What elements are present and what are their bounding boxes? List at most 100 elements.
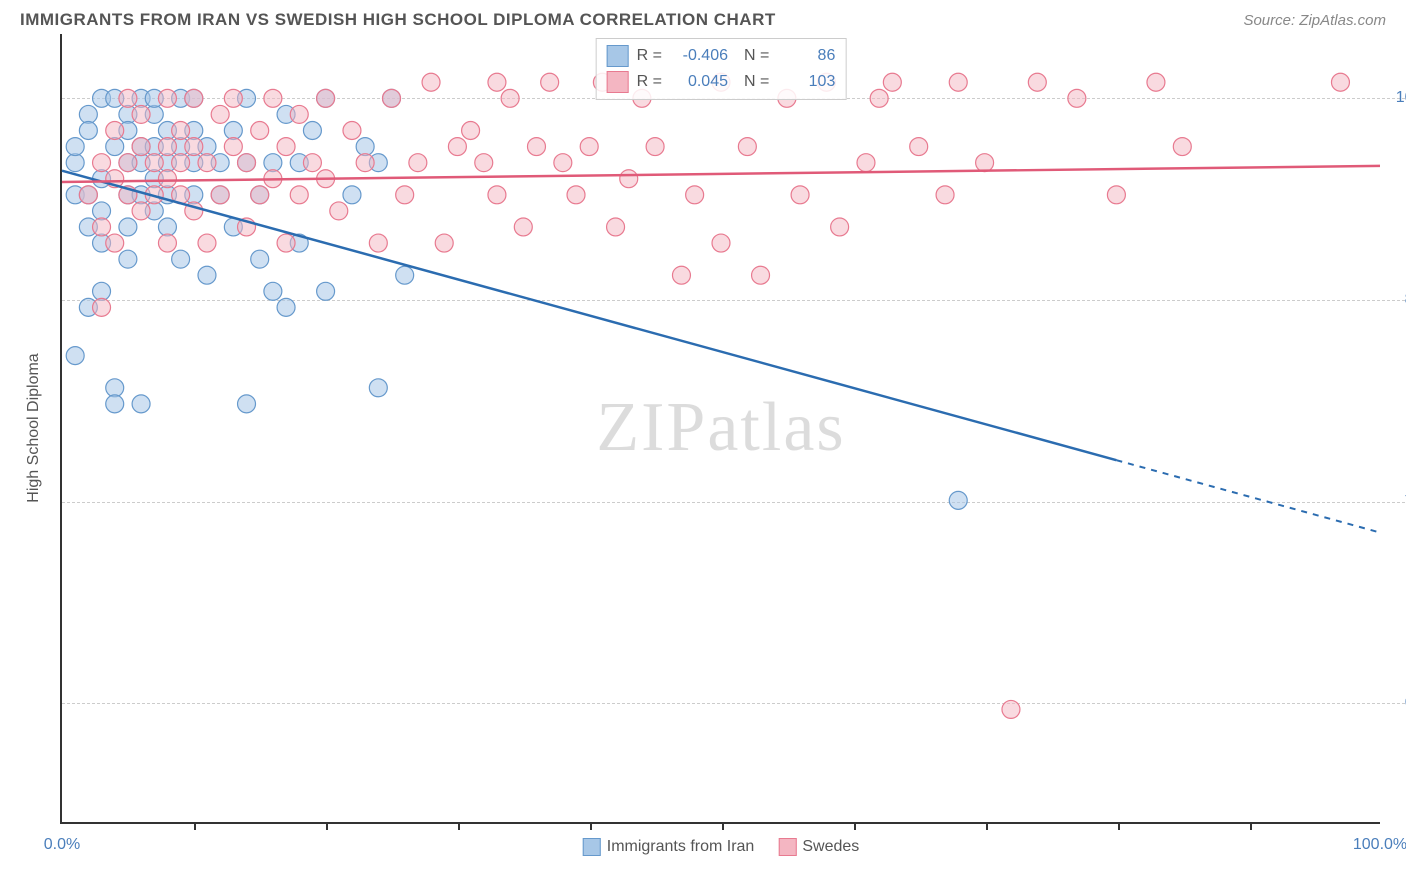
data-point-swedes bbox=[172, 122, 190, 140]
data-point-swedes bbox=[211, 105, 229, 123]
data-point-swedes bbox=[172, 154, 190, 172]
data-point-swedes bbox=[527, 138, 545, 156]
data-point-swedes bbox=[712, 234, 730, 252]
header-bar: IMMIGRANTS FROM IRAN VS SWEDISH HIGH SCH… bbox=[0, 0, 1406, 34]
iran-n: 86 bbox=[781, 47, 835, 65]
data-point-iran bbox=[224, 122, 242, 140]
data-point-swedes bbox=[238, 154, 256, 172]
data-point-swedes bbox=[1028, 73, 1046, 91]
data-point-swedes bbox=[79, 186, 97, 204]
trendline-iran-extrapolated bbox=[1116, 460, 1380, 532]
data-point-swedes bbox=[93, 298, 111, 316]
source-label: Source: ZipAtlas.com bbox=[1243, 12, 1386, 29]
data-point-iran bbox=[132, 395, 150, 413]
data-point-iran bbox=[264, 282, 282, 300]
data-point-swedes bbox=[1107, 186, 1125, 204]
data-point-iran bbox=[93, 202, 111, 220]
data-point-swedes bbox=[343, 122, 361, 140]
x-tick bbox=[326, 822, 328, 830]
data-point-iran bbox=[238, 395, 256, 413]
swatch-iran bbox=[607, 45, 629, 67]
trend-lines bbox=[62, 166, 1380, 533]
data-point-swedes bbox=[831, 218, 849, 236]
data-point-swedes bbox=[290, 186, 308, 204]
data-point-swedes bbox=[145, 154, 163, 172]
data-point-swedes bbox=[330, 202, 348, 220]
data-point-iran bbox=[119, 218, 137, 236]
data-point-swedes bbox=[383, 89, 401, 107]
x-tick bbox=[590, 822, 592, 830]
x-label-right: 100.0% bbox=[1353, 836, 1406, 854]
data-point-iran bbox=[158, 218, 176, 236]
data-point-swedes bbox=[791, 186, 809, 204]
x-tick bbox=[1250, 822, 1252, 830]
data-point-swedes bbox=[422, 73, 440, 91]
data-point-swedes bbox=[185, 138, 203, 156]
chart-wrap: High School Diploma ZIPatlas R = -0.406 … bbox=[20, 34, 1386, 824]
data-point-iran bbox=[93, 282, 111, 300]
trendline-iran bbox=[62, 171, 1116, 460]
data-point-swedes bbox=[396, 186, 414, 204]
data-point-swedes bbox=[488, 73, 506, 91]
data-point-swedes bbox=[1147, 73, 1165, 91]
data-point-swedes bbox=[620, 170, 638, 188]
data-point-iran bbox=[369, 379, 387, 397]
x-tick bbox=[458, 822, 460, 830]
y-tick-label: 100.0% bbox=[1396, 89, 1406, 107]
data-point-swedes bbox=[607, 218, 625, 236]
legend-item-iran: Immigrants from Iran bbox=[583, 838, 755, 856]
data-point-swedes bbox=[883, 73, 901, 91]
data-point-iran bbox=[66, 138, 84, 156]
data-point-swedes bbox=[462, 122, 480, 140]
data-point-iran bbox=[949, 491, 967, 509]
swedes-r: 0.045 bbox=[674, 73, 728, 91]
data-point-swedes bbox=[976, 154, 994, 172]
y-axis-title: High School Diploma bbox=[25, 353, 43, 502]
data-point-iran bbox=[119, 250, 137, 268]
data-point-swedes bbox=[158, 138, 176, 156]
data-point-swedes bbox=[158, 89, 176, 107]
data-point-swedes bbox=[198, 154, 216, 172]
data-point-swedes bbox=[251, 122, 269, 140]
x-tick bbox=[194, 822, 196, 830]
data-point-iran bbox=[264, 154, 282, 172]
data-point-swedes bbox=[106, 122, 124, 140]
stats-row-iran: R = -0.406 N = 86 bbox=[607, 43, 836, 69]
x-tick bbox=[854, 822, 856, 830]
data-point-iran bbox=[106, 395, 124, 413]
iran-r: -0.406 bbox=[674, 47, 728, 65]
data-point-iran bbox=[343, 186, 361, 204]
x-tick bbox=[986, 822, 988, 830]
data-point-swedes bbox=[119, 154, 137, 172]
data-point-swedes bbox=[211, 186, 229, 204]
data-point-iran bbox=[106, 138, 124, 156]
legend-label-swedes: Swedes bbox=[802, 838, 859, 856]
data-point-swedes bbox=[93, 218, 111, 236]
data-point-iran bbox=[198, 266, 216, 284]
data-point-swedes bbox=[475, 154, 493, 172]
data-point-iran bbox=[66, 154, 84, 172]
data-point-iran bbox=[317, 282, 335, 300]
legend-label-iran: Immigrants from Iran bbox=[607, 838, 755, 856]
data-point-swedes bbox=[567, 186, 585, 204]
data-point-swedes bbox=[949, 73, 967, 91]
data-point-iran bbox=[79, 105, 97, 123]
data-point-iran bbox=[66, 347, 84, 365]
data-point-swedes bbox=[936, 186, 954, 204]
swatch-swedes bbox=[607, 71, 629, 93]
data-point-swedes bbox=[93, 154, 111, 172]
data-point-swedes bbox=[317, 89, 335, 107]
data-point-iran bbox=[356, 138, 374, 156]
data-point-swedes bbox=[646, 138, 664, 156]
r-label: R = bbox=[637, 47, 662, 65]
x-label-left: 0.0% bbox=[44, 836, 80, 854]
data-point-swedes bbox=[158, 170, 176, 188]
r-label: R = bbox=[637, 73, 662, 91]
data-point-swedes bbox=[369, 234, 387, 252]
data-point-swedes bbox=[251, 186, 269, 204]
n-label: N = bbox=[744, 73, 769, 91]
stats-legend: R = -0.406 N = 86 R = 0.045 N = 103 bbox=[596, 38, 847, 100]
plot-area: High School Diploma ZIPatlas R = -0.406 … bbox=[60, 34, 1380, 824]
plot-svg bbox=[62, 34, 1380, 822]
data-point-swedes bbox=[554, 154, 572, 172]
